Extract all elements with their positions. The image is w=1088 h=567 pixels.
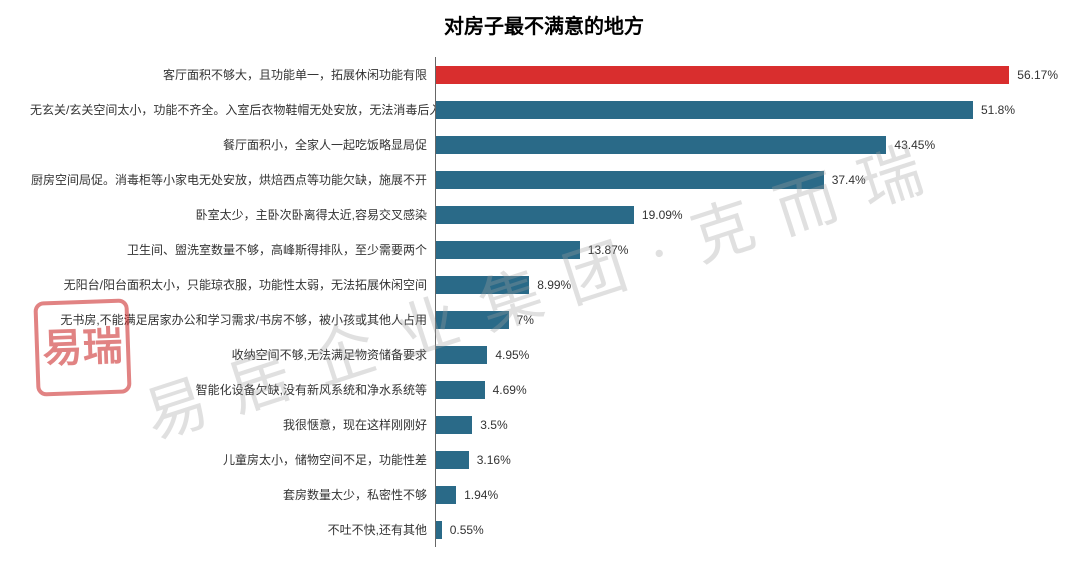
- row-label: 不吐不快,还有其他: [30, 521, 435, 538]
- bar: [436, 416, 472, 434]
- bar: [436, 66, 1009, 84]
- row-label: 餐厅面积小，全家人一起吃饭略显局促: [30, 136, 435, 153]
- value-label: 19.09%: [642, 208, 683, 222]
- bar-area: 19.09%: [435, 197, 1058, 232]
- bar-area: 4.95%: [435, 337, 1058, 372]
- bar: [436, 136, 886, 154]
- row-label: 卧室太少，主卧次卧离得太近,容易交叉感染: [30, 206, 435, 223]
- bar-area: 51.8%: [435, 92, 1058, 127]
- value-label: 1.94%: [464, 488, 498, 502]
- bar-area: 1.94%: [435, 477, 1058, 512]
- value-label: 4.69%: [493, 383, 527, 397]
- bar: [436, 381, 485, 399]
- value-label: 4.95%: [495, 348, 529, 362]
- row-label: 智能化设备欠缺,没有新风系统和净水系统等: [30, 381, 435, 398]
- chart-row: 无书房,不能满足居家办公和学习需求/书房不够，被小孩或其他人占用 7%: [30, 302, 1058, 337]
- value-label: 56.17%: [1017, 68, 1058, 82]
- bar: [436, 346, 487, 364]
- bar-area: 13.87%: [435, 232, 1058, 267]
- bar-area: 7%: [435, 302, 1058, 337]
- row-label: 无书房,不能满足居家办公和学习需求/书房不够，被小孩或其他人占用: [30, 311, 435, 328]
- bar-area: 4.69%: [435, 372, 1058, 407]
- value-label: 13.87%: [588, 243, 629, 257]
- bar-area: 37.4%: [435, 162, 1058, 197]
- chart-row: 餐厅面积小，全家人一起吃饭略显局促 43.45%: [30, 127, 1058, 162]
- bar: [436, 486, 456, 504]
- row-label: 无玄关/玄关空间太小，功能不齐全。入室后衣物鞋帽无处安放，无法消毒后入室: [30, 101, 435, 118]
- row-label: 儿童房太小，储物空间不足，功能性差: [30, 451, 435, 468]
- bar-area: 0.55%: [435, 512, 1058, 547]
- bar: [436, 241, 580, 259]
- chart-title: 对房子最不满意的地方: [30, 10, 1058, 39]
- chart-row: 智能化设备欠缺,没有新风系统和净水系统等 4.69%: [30, 372, 1058, 407]
- chart-row: 我很惬意，现在这样刚刚好 3.5%: [30, 407, 1058, 442]
- row-label: 厨房空间局促。消毒柜等小家电无处安放，烘焙西点等功能欠缺，施展不开: [30, 171, 435, 188]
- bar: [436, 311, 509, 329]
- bar: [436, 521, 442, 539]
- bar-area: 43.45%: [435, 127, 1058, 162]
- value-label: 37.4%: [832, 173, 866, 187]
- value-label: 43.45%: [894, 138, 935, 152]
- chart-row: 儿童房太小，储物空间不足，功能性差 3.16%: [30, 442, 1058, 477]
- value-label: 51.8%: [981, 103, 1015, 117]
- bar-area: 3.16%: [435, 442, 1058, 477]
- chart-row: 无玄关/玄关空间太小，功能不齐全。入室后衣物鞋帽无处安放，无法消毒后入室 51.8…: [30, 92, 1058, 127]
- bar-area: 56.17%: [435, 57, 1058, 92]
- chart-row: 卧室太少，主卧次卧离得太近,容易交叉感染 19.09%: [30, 197, 1058, 232]
- chart-row: 不吐不快,还有其他 0.55%: [30, 512, 1058, 547]
- row-label: 我很惬意，现在这样刚刚好: [30, 416, 435, 433]
- row-label: 客厅面积不够大，且功能单一，拓展休闲功能有限: [30, 66, 435, 83]
- value-label: 7%: [517, 313, 534, 327]
- row-label: 收纳空间不够,无法满足物资储备要求: [30, 346, 435, 363]
- value-label: 0.55%: [450, 523, 484, 537]
- value-label: 3.16%: [477, 453, 511, 467]
- bar: [436, 206, 634, 224]
- row-label: 无阳台/阳台面积太小，只能琼衣服，功能性太弱，无法拓展休闲空间: [30, 276, 435, 293]
- bar: [436, 276, 529, 294]
- value-label: 3.5%: [480, 418, 507, 432]
- chart-row: 厨房空间局促。消毒柜等小家电无处安放，烘焙西点等功能欠缺，施展不开 37.4%: [30, 162, 1058, 197]
- row-label: 卫生间、盥洗室数量不够，高峰斯得排队，至少需要两个: [30, 241, 435, 258]
- bar-area: 3.5%: [435, 407, 1058, 442]
- bar: [436, 101, 973, 119]
- bar-area: 8.99%: [435, 267, 1058, 302]
- chart-row: 套房数量太少，私密性不够 1.94%: [30, 477, 1058, 512]
- chart-row: 无阳台/阳台面积太小，只能琼衣服，功能性太弱，无法拓展休闲空间 8.99%: [30, 267, 1058, 302]
- bar: [436, 451, 469, 469]
- chart-row: 收纳空间不够,无法满足物资储备要求 4.95%: [30, 337, 1058, 372]
- chart-body: 客厅面积不够大，且功能单一，拓展休闲功能有限 56.17% 无玄关/玄关空间太小，功…: [30, 57, 1058, 547]
- bar: [436, 171, 824, 189]
- row-label: 套房数量太少，私密性不够: [30, 486, 435, 503]
- chart-row: 卫生间、盥洗室数量不够，高峰斯得排队，至少需要两个 13.87%: [30, 232, 1058, 267]
- value-label: 8.99%: [537, 278, 571, 292]
- chart-container: 对房子最不满意的地方 客厅面积不够大，且功能单一，拓展休闲功能有限 56.17% 无…: [0, 0, 1088, 567]
- chart-row: 客厅面积不够大，且功能单一，拓展休闲功能有限 56.17%: [30, 57, 1058, 92]
